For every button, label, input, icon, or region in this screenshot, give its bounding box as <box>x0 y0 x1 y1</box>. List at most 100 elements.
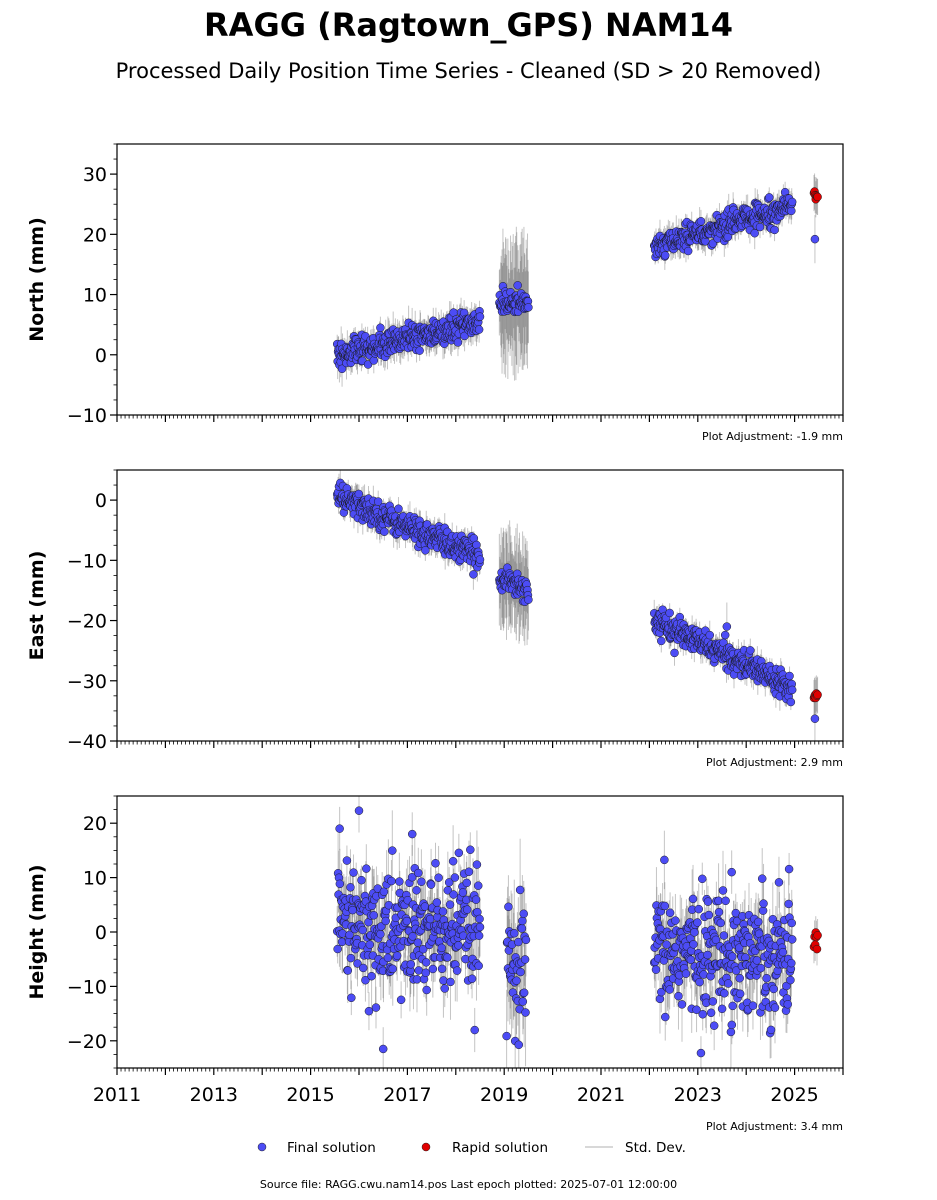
final-point <box>692 1005 701 1014</box>
final-point <box>661 1012 670 1022</box>
final-point <box>786 697 796 707</box>
final-points <box>332 806 797 1058</box>
final-point <box>670 648 679 658</box>
panel-2: −40 −30 −20 −10 0 East (mm) Plot Adjustment: 2… <box>26 469 844 769</box>
final-point <box>524 303 533 312</box>
final-point <box>448 856 458 866</box>
final-point <box>735 943 744 952</box>
final-point <box>343 966 353 975</box>
final-point <box>752 956 762 965</box>
final-point <box>443 953 452 962</box>
final-point <box>462 878 472 888</box>
final-point <box>690 928 699 937</box>
final-point <box>516 967 525 977</box>
final-point <box>657 636 666 646</box>
final-point <box>415 346 424 355</box>
final-point <box>462 905 472 914</box>
final-point <box>412 886 421 895</box>
final-point <box>810 234 820 244</box>
final-point <box>519 909 528 919</box>
final-point <box>428 964 438 974</box>
final-point <box>660 855 669 865</box>
panel-1: −10 0 10 20 30 North (mm) Plot Adjustment: -1.… <box>26 143 844 443</box>
rapid-point <box>813 192 822 202</box>
final-point <box>335 824 344 833</box>
x-tick-label: 2019 <box>480 1084 528 1106</box>
plot-area <box>332 796 822 1068</box>
final-point <box>417 877 426 886</box>
final-point <box>694 904 704 914</box>
final-point <box>755 222 765 232</box>
final-point <box>475 914 484 924</box>
final-point <box>762 973 771 983</box>
final-point <box>434 873 443 882</box>
final-point <box>474 325 484 334</box>
plot-adjustment: Plot Adjustment: -1.9 mm <box>702 430 843 443</box>
final-point <box>358 925 368 935</box>
final-point <box>681 969 691 978</box>
final-point <box>717 1004 727 1014</box>
rapid-points <box>809 187 822 204</box>
final-point <box>716 918 726 928</box>
final-point <box>440 984 449 993</box>
final-point <box>722 622 732 631</box>
final-point <box>445 900 455 909</box>
final-point <box>514 937 523 947</box>
final-point <box>431 859 440 868</box>
final-point <box>727 867 736 877</box>
final-point <box>420 902 430 911</box>
y-tick-label: −40 <box>67 731 107 753</box>
legend-rapid-marker <box>421 1142 431 1152</box>
final-point <box>696 217 706 226</box>
final-point <box>757 874 767 883</box>
final-point <box>413 938 423 947</box>
final-point <box>519 988 529 997</box>
final-point <box>367 971 376 981</box>
final-point <box>714 907 724 917</box>
x-tick-label: 2023 <box>674 1084 722 1106</box>
x-tick-label: 2015 <box>286 1084 334 1106</box>
final-point <box>698 874 707 884</box>
final-point <box>438 907 448 916</box>
final-point <box>407 872 417 882</box>
legend: Final solution Rapid solution Std. Dev. <box>257 1140 686 1156</box>
final-point <box>472 540 481 550</box>
final-point <box>474 931 484 940</box>
final-point <box>369 911 379 920</box>
final-point <box>421 958 431 967</box>
final-points <box>332 187 820 374</box>
final-point <box>671 916 680 925</box>
final-point <box>475 555 485 564</box>
final-point <box>470 1025 479 1035</box>
final-point <box>746 646 755 655</box>
y-axis-label: North (mm) <box>26 217 48 342</box>
final-point <box>376 323 385 333</box>
y-tick-label: −20 <box>67 1031 107 1053</box>
final-point <box>406 960 416 969</box>
final-point <box>787 958 796 968</box>
final-point <box>662 940 671 949</box>
final-point <box>703 950 712 960</box>
rapid-points <box>809 689 822 703</box>
final-point <box>782 981 791 991</box>
final-point <box>418 944 428 954</box>
final-point <box>786 975 795 985</box>
y-axis: −10 0 10 20 30 <box>67 143 117 427</box>
final-point <box>783 999 793 1009</box>
y-tick-label: −30 <box>67 671 107 693</box>
final-point <box>696 1048 706 1058</box>
final-point <box>785 671 794 681</box>
final-point <box>665 908 675 918</box>
final-point <box>753 917 763 927</box>
y-tick-label: −10 <box>67 550 107 572</box>
final-point <box>357 875 366 885</box>
final-point <box>728 1001 737 1011</box>
rapid-point <box>813 931 822 940</box>
y-axis: −20 −10 0 10 20 <box>67 795 117 1069</box>
final-point <box>665 985 674 994</box>
final-point <box>421 968 431 978</box>
final-point <box>379 887 389 896</box>
final-point <box>695 977 704 987</box>
final-point <box>724 979 733 988</box>
final-point <box>439 976 448 985</box>
